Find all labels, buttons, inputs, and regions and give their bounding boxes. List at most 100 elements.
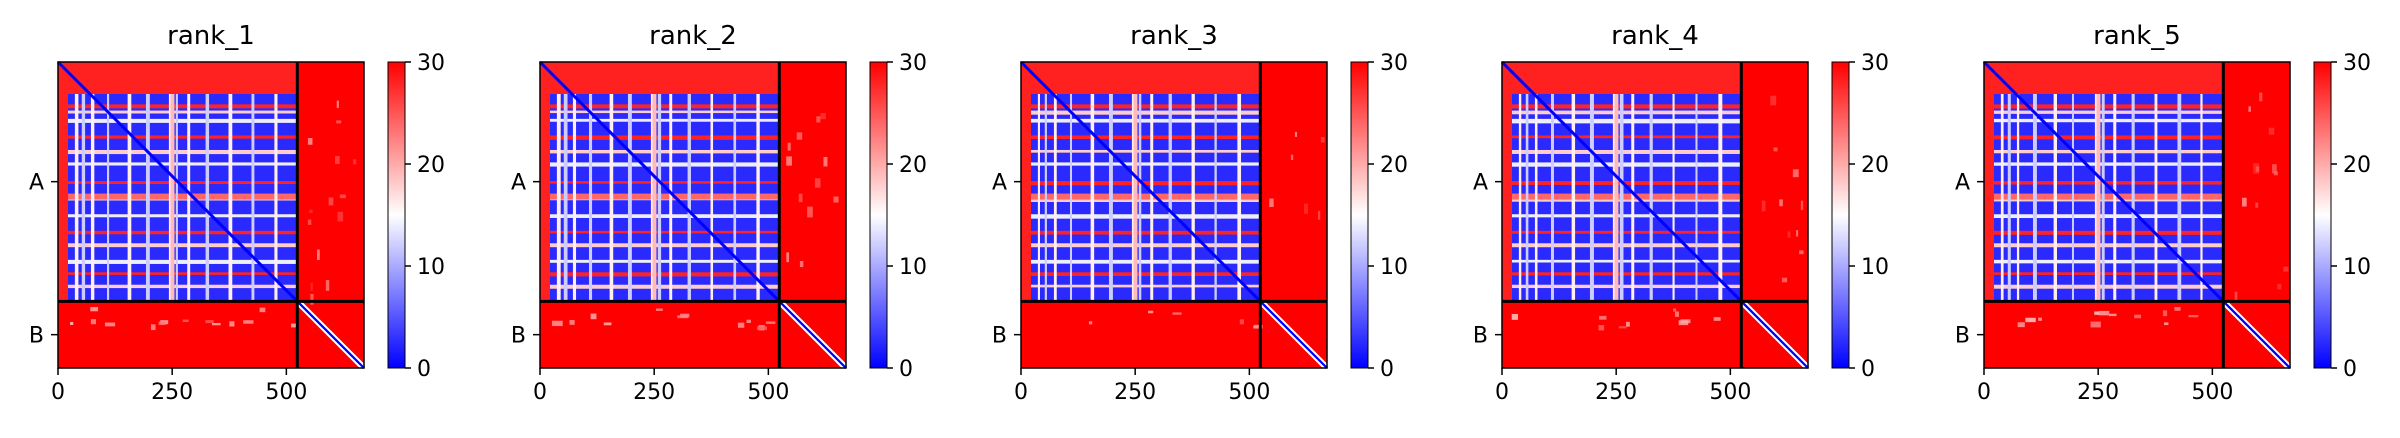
chain-a-row-band	[550, 230, 780, 234]
interchain-speckle	[2090, 321, 2101, 328]
chain-a-row-band	[550, 149, 780, 154]
interchain-speckle	[1599, 315, 1607, 320]
colorbar-tick-label: 30	[417, 51, 445, 76]
x-tick-label: 0	[1014, 380, 1028, 405]
colorbar-tick-label: 0	[417, 357, 431, 382]
chain-a-col-band	[2177, 94, 2182, 302]
axes-frame	[1983, 61, 2291, 369]
interchain-speckle	[569, 319, 575, 325]
interchain-speckle	[1800, 200, 1804, 211]
chain-a-row-band	[68, 110, 298, 114]
colorbar	[1350, 61, 1369, 369]
y-tick-label: A	[29, 171, 44, 196]
x-tick-label: 250	[1114, 380, 1156, 405]
chain-a-row-band	[1512, 272, 1742, 276]
chain-a-col-band	[1612, 94, 1616, 302]
interchain-speckle	[823, 156, 828, 167]
x-tick-label: 0	[51, 380, 65, 405]
interchain-speckle	[158, 321, 166, 326]
chain-a-col-band	[1069, 94, 1073, 302]
chain-a-col-band	[650, 94, 654, 302]
colorbar-tick-label: 0	[1380, 357, 1394, 382]
chain-a-row-band	[1031, 272, 1261, 276]
interchain-speckle	[70, 322, 74, 326]
interchain-speckle	[2248, 106, 2251, 112]
x-tick-label: 500	[747, 380, 789, 405]
interchain-speckle	[1269, 198, 1274, 207]
chain-a-row-band	[1512, 110, 1742, 115]
chain-a-row-band	[1512, 149, 1742, 154]
chain-a-col-band	[205, 94, 210, 302]
chain-a-col-band	[669, 94, 673, 302]
chain-a-col-band	[228, 94, 233, 302]
interchain-speckle	[259, 307, 266, 313]
interchain-speckle	[786, 156, 792, 166]
interchain-speckle	[551, 320, 563, 327]
chain-a-col-band	[274, 94, 278, 302]
y-tick-label: B	[992, 324, 1007, 349]
interchain-speckle	[211, 322, 221, 326]
chain-a-row-band	[1031, 104, 1261, 109]
chain-a-col-band	[2032, 94, 2037, 302]
panel-title: rank_1	[167, 21, 255, 51]
interchain-speckle	[307, 138, 313, 145]
interchain-speckle	[799, 261, 804, 268]
interchain-speckle	[2255, 166, 2260, 172]
chain-a-row-band	[1994, 135, 2224, 140]
colorbar-tick-label: 0	[1861, 357, 1875, 382]
chain-a-col-band	[1090, 94, 1095, 302]
interchain-speckle	[1796, 230, 1799, 237]
colorbar-tick-label: 10	[1380, 255, 1408, 280]
interchain-speckle	[756, 326, 768, 330]
chain-a-col-band	[1619, 94, 1624, 302]
interchain-speckle	[307, 219, 312, 225]
interchain-speckle	[336, 120, 342, 124]
colorbar-tick-label: 30	[1380, 51, 1408, 76]
interchain-speckle	[310, 293, 314, 305]
chain-a-row-band	[1994, 149, 2224, 154]
chain-a-left-band	[1984, 62, 1994, 302]
chain-a-col-band	[1571, 94, 1576, 302]
interchain-speckle	[1773, 147, 1778, 152]
chain-a-top-band	[1502, 62, 1742, 94]
chain-a-row-band	[1512, 197, 1742, 202]
diagonal	[1982, 60, 2292, 370]
axes-frame	[1020, 61, 1328, 369]
interchain-speckle	[310, 282, 313, 291]
colorbar-tick-label: 30	[2343, 51, 2371, 76]
interchain-speckle	[150, 324, 156, 331]
chain-a-row-band	[68, 272, 298, 275]
chain-a-col-band	[572, 94, 577, 302]
chain-a-col-band	[2094, 94, 2098, 302]
chain-a-row-band	[1512, 284, 1742, 289]
chain-a-row-band	[1994, 104, 2224, 109]
panel-title: rank_2	[649, 21, 737, 51]
interchain-speckle	[205, 319, 214, 324]
chain-a-col-band	[1550, 94, 1554, 302]
interchain-speckle	[335, 156, 340, 165]
interchain-speckle	[2242, 197, 2247, 207]
chain-a-row-band	[1994, 162, 2224, 166]
chain-a-col-band	[145, 94, 150, 302]
interchain-speckle	[2134, 314, 2142, 319]
interchain-speckle	[807, 206, 813, 218]
chain-a-col-band	[556, 94, 561, 302]
interchain-speckle	[1787, 231, 1791, 238]
chain-a-row-band	[550, 181, 780, 184]
chain-a-col-band	[251, 94, 255, 302]
x-tick-label: 500	[1228, 380, 1270, 405]
chain-a-row-band	[68, 104, 298, 109]
diagonal-halo	[296, 303, 362, 369]
chain-a-row-band	[1994, 181, 2224, 185]
colorbar	[2313, 61, 2332, 369]
chain-a-row-band	[550, 135, 780, 140]
chain-a-row-band	[1512, 162, 1742, 167]
chain-a-col-band	[733, 94, 737, 302]
chain-a-col-band	[2154, 94, 2158, 302]
interchain-speckle	[1680, 319, 1691, 324]
interchain-speckle	[2283, 266, 2289, 272]
y-tick-label: B	[511, 324, 526, 349]
panel-title: rank_4	[1611, 21, 1699, 51]
chain-a-row-band	[68, 259, 298, 264]
